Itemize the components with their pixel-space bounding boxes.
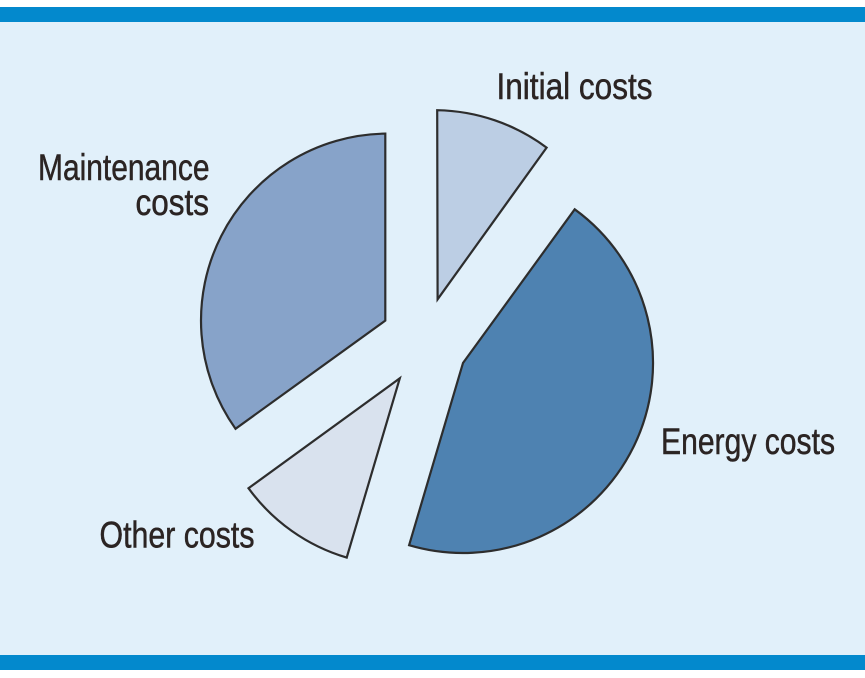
svg-text:Initial costs: Initial costs [497, 66, 653, 107]
svg-text:Maintenance: Maintenance [38, 147, 210, 188]
svg-text:Other costs: Other costs [100, 515, 255, 556]
svg-text:Energy costs: Energy costs [661, 421, 835, 462]
svg-text:costs: costs [136, 182, 210, 223]
